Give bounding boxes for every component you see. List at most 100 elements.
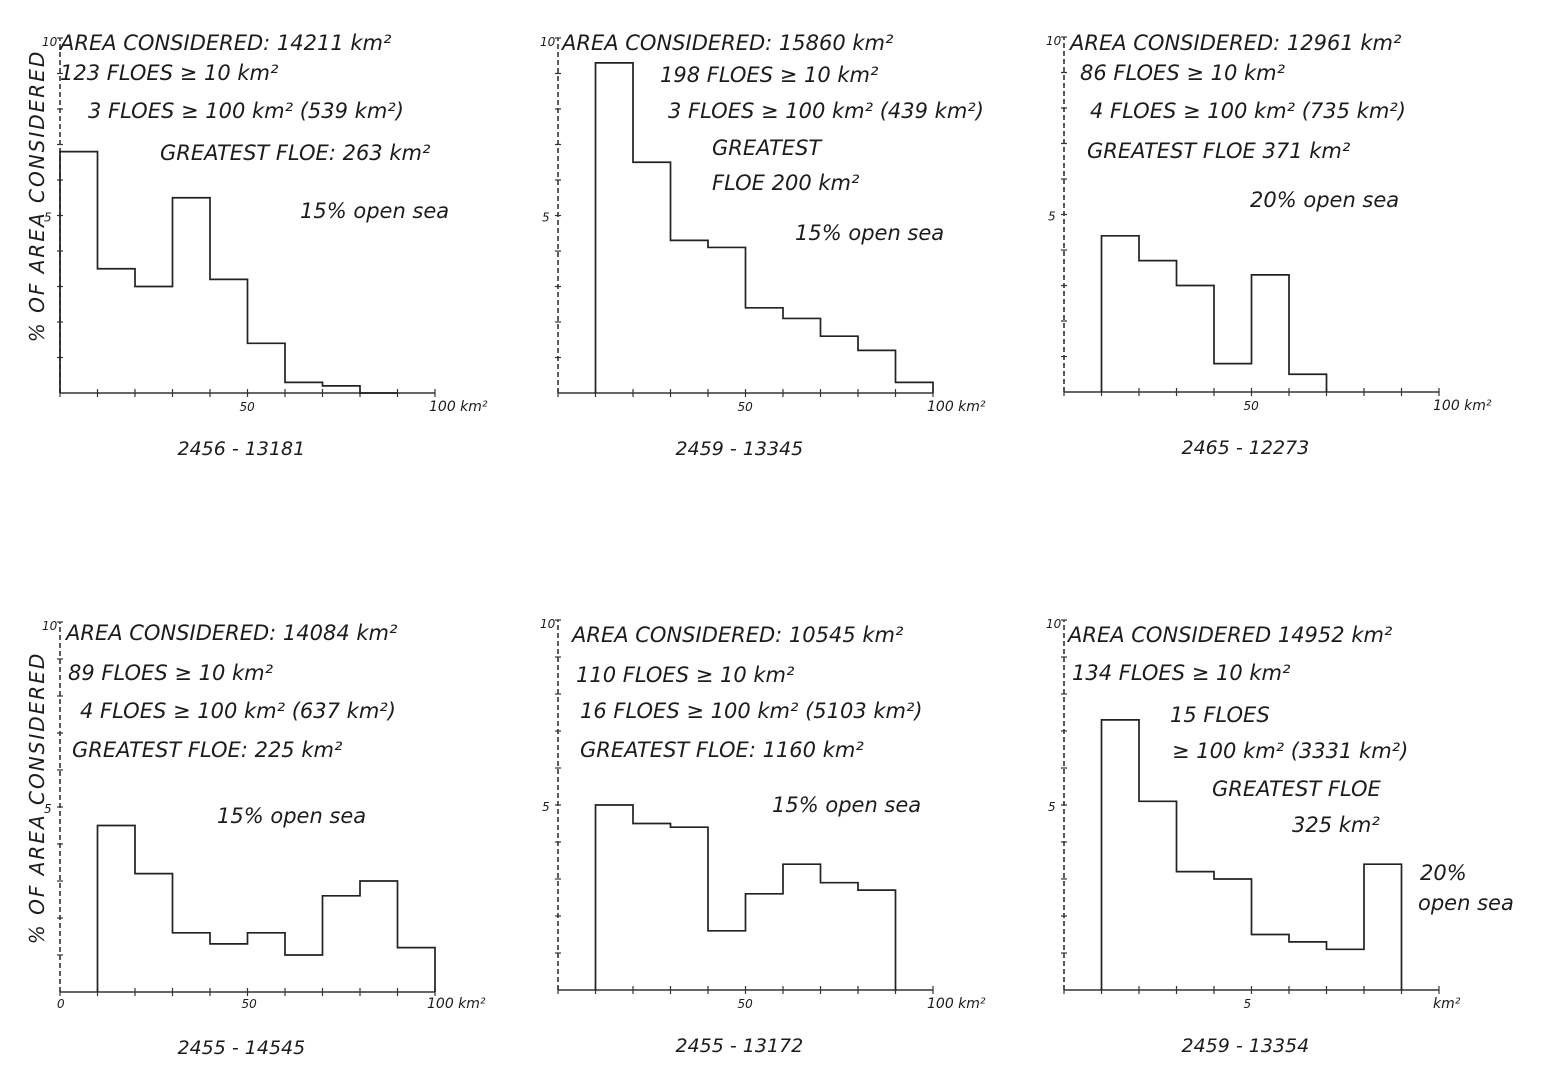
annotation-text: 123 FLOES ≥ 10 km² [60,61,279,85]
annotation-text: 15% open sea [795,221,944,245]
annotation-text: GREATEST FLOE: 1160 km² [580,738,864,762]
image-id-caption: 2465 - 12273 [1182,437,1310,459]
histogram-bar [821,883,859,990]
annotation-text: AREA CONSIDERED: 10545 km² [570,623,904,647]
image-id-caption: 2459 - 13354 [1182,1035,1310,1057]
image-id-caption: 2459 - 13345 [676,438,804,460]
y-tick-label: 5 [542,211,550,225]
image-id-caption: 2455 - 13172 [676,1035,804,1057]
y-axis-label: % OF AREA CONSIDERED [25,652,49,944]
annotation-text: 15% open sea [772,793,921,817]
histogram-bar [596,805,634,990]
annotation-text: FLOE 200 km² [712,171,860,195]
histogram-bar [1102,720,1140,990]
annotation-text: 134 FLOES ≥ 10 km² [1072,661,1291,685]
histogram-bar [783,318,821,393]
histogram-bar [285,382,323,393]
y-tick-label: 10 [1046,617,1062,631]
annotation-text: AREA CONSIDERED: 15860 km² [560,31,894,55]
x-tick-label: 100 km² [927,399,986,415]
histogram-bar [360,881,398,992]
histogram-bar [708,247,746,393]
annotation-text: GREATEST FLOE [1212,777,1382,801]
annotation-text: AREA CONSIDERED 14952 km² [1066,623,1393,647]
x-tick-label: 50 [738,997,754,1011]
annotation-text: 3 FLOES ≥ 100 km² (439 km²) [668,99,984,123]
histogram-bar [210,944,248,992]
image-id-caption: 2455 - 14545 [178,1037,306,1059]
histogram-steps [594,62,934,393]
x-tick-label: 50 [738,400,754,414]
x-tick-label: 100 km² [427,996,486,1012]
annotation-text: 86 FLOES ≥ 10 km² [1080,61,1286,85]
histogram-bar [1214,364,1252,392]
y-tick-label: 5 [44,802,52,816]
histogram-bar [135,287,173,394]
x-tick-label: 50 [242,997,258,1011]
annotation-text: 325 km² [1292,813,1380,837]
annotation-text: open sea [1418,891,1514,915]
x-tick-label: 100 km² [429,399,488,415]
x-tick-label: 100 km² [1433,398,1492,414]
histogram-bar [285,955,323,992]
annotation-text: 15 FLOES [1170,703,1270,727]
y-tick-label: 10 [540,35,556,49]
y-axis-label: % OF AREA CONSIDERED [25,50,49,342]
histogram-bar [633,824,671,991]
annotation-text: 15% open sea [300,199,449,223]
annotation-text: AREA CONSIDERED: 14084 km² [64,621,398,645]
annotation-text: 4 FLOES ≥ 100 km² (637 km²) [80,699,396,723]
histogram-bar [1139,801,1177,990]
annotation-text: AREA CONSIDERED: 12961 km² [1068,31,1402,55]
annotation-text: 20% [1420,861,1467,885]
histogram-bar [173,198,211,393]
histogram-bar [248,933,286,992]
annotation-text: GREATEST FLOE 371 km² [1087,139,1351,163]
histogram-bar [1289,942,1327,990]
histogram-bar [398,948,436,992]
histogram-bar [1214,879,1252,990]
x-tick-label: 50 [240,400,256,414]
image-id-caption: 2456 - 13181 [178,438,306,460]
annotation-text: 16 FLOES ≥ 100 km² (5103 km²) [580,699,923,723]
histogram-bar [98,269,136,393]
annotation-text: ≥ 100 km² (3331 km²) [1172,739,1408,763]
histogram-bar [821,336,859,393]
annotation-text: AREA CONSIDERED: 14211 km² [58,31,392,55]
histogram-steps [1100,234,1328,392]
annotation-text: 198 FLOES ≥ 10 km² [660,63,879,87]
histogram-bar [323,896,361,992]
annotation-text: 15% open sea [217,804,366,828]
histogram-bar [1102,236,1140,392]
histogram-bar [858,350,896,393]
annotation-text: 4 FLOES ≥ 100 km² (735 km²) [1090,99,1406,123]
histogram-bar [1252,935,1290,991]
histogram-bar [596,63,634,393]
annotation-text: GREATEST [712,136,823,160]
y-tick-label: 10 [42,619,58,633]
histogram-bar [896,382,934,393]
histogram-bar [746,308,784,393]
histogram-bar [1252,275,1290,392]
y-tick-label: 5 [1048,800,1056,814]
histogram-bar [1364,864,1402,990]
histogram-bar [746,894,784,990]
annotation-text: 20% open sea [1250,188,1399,212]
x-tick-label: 50 [1244,399,1260,413]
histogram-bar [135,874,173,992]
annotation-text: 89 FLOES ≥ 10 km² [68,661,274,685]
histogram-bar [633,162,671,393]
histogram-steps [1100,719,1403,990]
y-tick-label: 5 [542,800,550,814]
annotation-text: GREATEST FLOE: 225 km² [72,738,343,762]
y-tick-label: 10 [540,617,556,631]
y-tick-label: 5 [1048,210,1056,224]
x-tick-label: 100 km² [927,996,986,1012]
histogram-bar [1327,949,1365,990]
x-tick-label: km² [1433,996,1461,1012]
histogram-bar [98,826,136,993]
histogram-bar [248,343,286,393]
histogram-steps [96,824,436,992]
